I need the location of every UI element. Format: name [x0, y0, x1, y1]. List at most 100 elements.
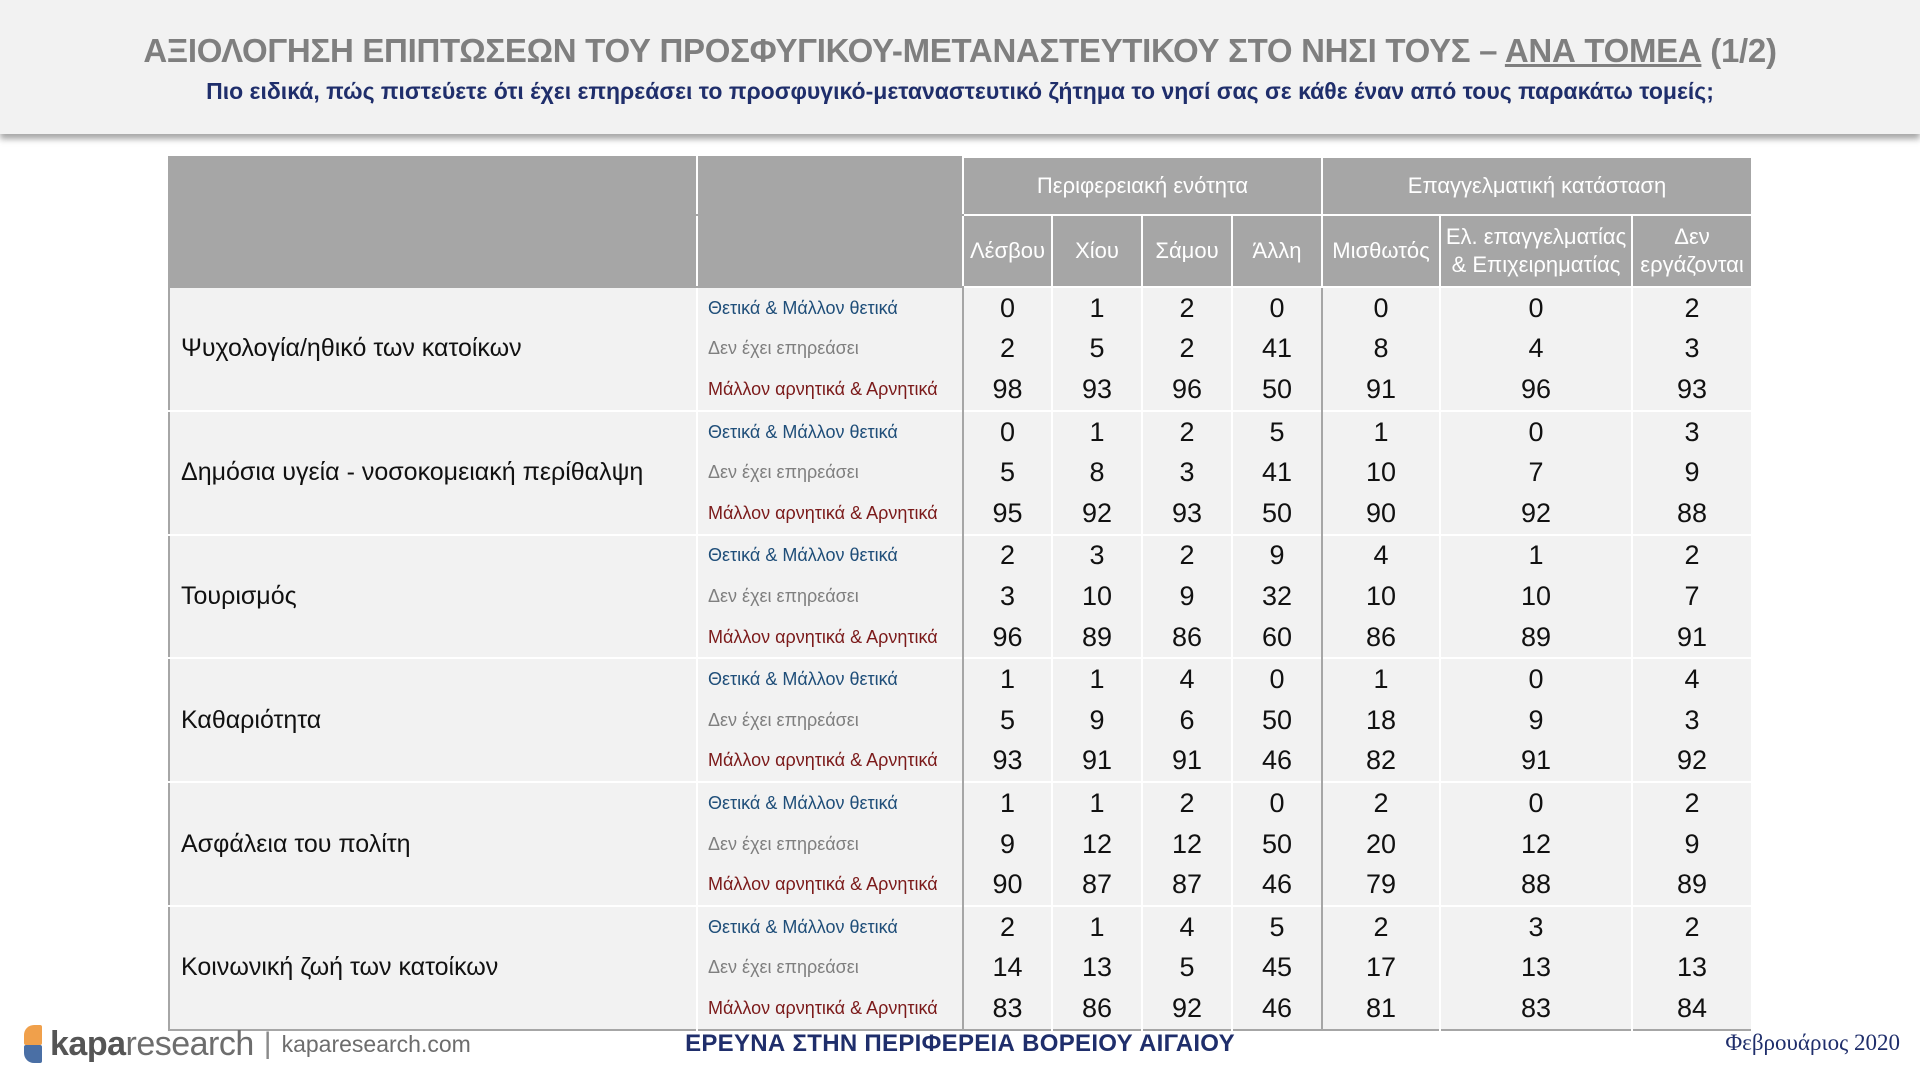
value-cell: 91: [1142, 740, 1233, 783]
table-row: Μάλλον αρνητικά & Αρνητικά 96 89 86 60 86 89 91: [169, 616, 1754, 659]
sector-label: Ψυχολογία/ηθικό των κατοίκων: [169, 287, 698, 411]
sector-label: Δημόσια υγεία - νοσοκομειακή περίθαλψη: [169, 409, 698, 535]
category-positive: Θετικά & Μάλλον θετικά: [697, 657, 964, 700]
value-cell: 9: [1632, 823, 1754, 865]
logo-text: kaparesearch: [50, 1025, 254, 1064]
table-row: Ψυχολογία/ηθικό των κατοίκων Θετικά & Μάλ…: [169, 287, 1754, 411]
value-cell: 13: [1052, 947, 1143, 989]
header-blank-sector: [168, 156, 698, 216]
table-row: Δεν έχει επηρεάσει 2 5 2 41 8 4 3: [169, 328, 1754, 370]
value-cell: 10: [1322, 576, 1442, 617]
category-positive: Θετικά & Μάλλον θετικά: [697, 781, 964, 824]
category-negative: Μάλλον αρνητικά & Αρνητικά: [697, 492, 964, 535]
value-cell: 91: [1322, 369, 1442, 411]
category-positive: Θετικά & Μάλλον θετικά: [697, 287, 964, 329]
value-cell: 2: [1142, 409, 1233, 453]
value-cell: 5: [1142, 947, 1233, 989]
logo-text-light: research: [125, 1024, 255, 1063]
value-cell: 2: [1632, 287, 1754, 329]
table-row: Δημόσια υγεία - νοσοκομειακή περίθαλψη Θε…: [169, 409, 1754, 535]
value-cell: 5: [1232, 409, 1324, 453]
category-neutral: Δεν έχει επηρεάσει: [697, 823, 964, 865]
category-neutral: Δεν έχει επηρεάσει: [697, 947, 964, 989]
value-cell: 13: [1440, 947, 1634, 989]
website-url: kaparesearch.com: [281, 1030, 471, 1057]
value-cell: 41: [1232, 452, 1324, 493]
column-header: Ελ. επαγγελματίας & Επιχειρηματίας: [1439, 214, 1634, 288]
value-cell: 50: [1232, 492, 1324, 535]
value-cell: 9: [1142, 576, 1233, 617]
value-cell: 7: [1440, 452, 1634, 493]
value-cell: 86: [1322, 616, 1442, 659]
column-header: Λέσβου: [962, 214, 1053, 288]
value-cell: 32: [1232, 576, 1324, 617]
value-cell: 81: [1322, 988, 1442, 1030]
value-cell: 93: [1632, 369, 1754, 411]
value-cell: 90: [1322, 492, 1442, 535]
value-cell: 83: [1440, 988, 1634, 1030]
sector-label: Ασφάλεια του πολίτη: [169, 781, 698, 906]
value-cell: 1: [1052, 409, 1143, 453]
column-header: Δεν εργάζονται: [1631, 214, 1754, 288]
value-cell: 93: [1052, 369, 1143, 411]
title-main: ΑΞΙΟΛΟΓΗΣΗ ΕΠΙΠΤΩΣΕΩΝ ΤΟΥ ΠΡΟΣΦΥΓΙΚΟΥ-ΜΕ…: [143, 32, 1505, 69]
value-cell: 4: [1142, 904, 1233, 948]
value-cell: 3: [1052, 533, 1143, 577]
value-cell: 90: [963, 864, 1053, 906]
value-cell: 3: [1440, 904, 1634, 948]
value-cell: 2: [963, 904, 1053, 948]
category-neutral: Δεν έχει επηρεάσει: [697, 452, 964, 493]
value-cell: 14: [963, 947, 1053, 989]
value-cell: 4: [1632, 657, 1754, 700]
sector-label: Καθαριότητα: [169, 657, 698, 783]
header-blank-category-2: [696, 214, 964, 288]
value-cell: 8: [1052, 452, 1143, 493]
value-cell: 7: [1632, 576, 1754, 617]
page-title: ΑΞΙΟΛΟΓΗΣΗ ΕΠΙΠΤΩΣΕΩΝ ΤΟΥ ΠΡΟΣΦΥΓΙΚΟΥ-ΜΕ…: [0, 32, 1920, 70]
value-cell: 12: [1142, 823, 1233, 865]
value-cell: 95: [963, 492, 1053, 535]
footer-date: Φεβρουάριος 2020: [1725, 1030, 1900, 1055]
value-cell: 5: [963, 452, 1053, 493]
value-cell: 5: [1232, 904, 1324, 948]
value-cell: 5: [1052, 328, 1143, 370]
sector-label: Τουρισμός: [169, 533, 698, 659]
value-cell: 10: [1440, 576, 1634, 617]
value-cell: 3: [963, 576, 1053, 617]
header-group-employment: Επαγγελματική κατάσταση: [1321, 156, 1754, 216]
value-cell: 5: [963, 699, 1053, 741]
table-row: Μάλλον αρνητικά & Αρνητικά 93 91 91 46 82 91 92: [169, 740, 1754, 783]
table-row: Μάλλον αρνητικά & Αρνητικά 90 87 87 46 79 88 89: [169, 864, 1754, 906]
value-cell: 0: [1440, 657, 1634, 700]
value-cell: 93: [963, 740, 1053, 783]
value-cell: 96: [1142, 369, 1233, 411]
value-cell: 50: [1232, 699, 1324, 741]
value-cell: 89: [1440, 616, 1634, 659]
value-cell: 88: [1632, 492, 1754, 535]
table-row: Δεν έχει επηρεάσει 5 9 6 50 18 9 3: [169, 699, 1754, 741]
value-cell: 83: [963, 988, 1053, 1030]
value-cell: 92: [1052, 492, 1143, 535]
value-cell: 96: [1440, 369, 1634, 411]
category-negative: Μάλλον αρνητικά & Αρνητικά: [697, 988, 964, 1030]
value-cell: 79: [1322, 864, 1442, 906]
value-cell: 10: [1052, 576, 1143, 617]
footer-survey-title: ΕΡΕΥΝΑ ΣΤΗΝ ΠΕΡΙΦΕΡΕΙΑ ΒΟΡΕΙΟΥ ΑΙΓΑΙΟΥ: [685, 1030, 1235, 1057]
value-cell: 1: [1052, 904, 1143, 948]
category-positive: Θετικά & Μάλλον θετικά: [697, 409, 964, 453]
value-cell: 1: [1322, 657, 1442, 700]
value-cell: 2: [1632, 533, 1754, 577]
logo-text-bold: kapa: [50, 1024, 126, 1063]
value-cell: 4: [1440, 328, 1634, 370]
value-cell: 2: [1632, 781, 1754, 824]
value-cell: 50: [1232, 823, 1324, 865]
table-body: Ψυχολογία/ηθικό των κατοίκων Θετικά & Μάλ…: [169, 287, 1754, 1030]
table-header-groups: Περιφερειακή ενότητα Επαγγελματική κατάσ…: [168, 156, 1754, 216]
value-cell: 3: [1632, 328, 1754, 370]
value-cell: 9: [1632, 452, 1754, 493]
value-cell: 8: [1322, 328, 1442, 370]
column-header: Χίου: [1051, 214, 1143, 288]
value-cell: 92: [1142, 988, 1233, 1030]
kapa-research-logo: kaparesearch | kaparesearch.com: [24, 1022, 471, 1066]
value-cell: 9: [1440, 699, 1634, 741]
